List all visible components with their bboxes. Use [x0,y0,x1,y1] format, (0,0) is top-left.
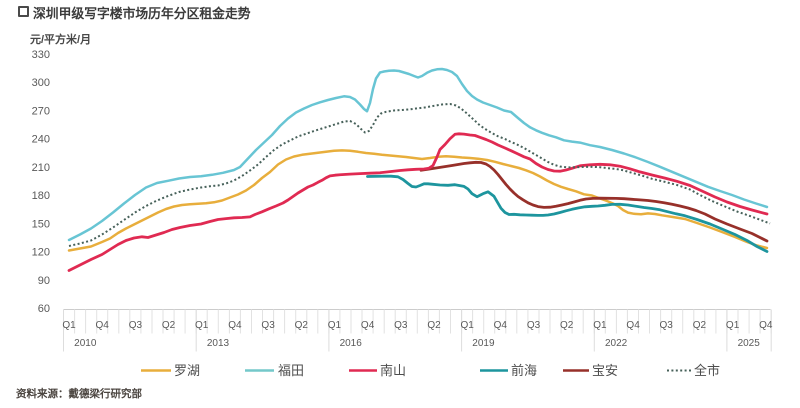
svg-text:Q4: Q4 [759,320,773,331]
svg-text:60: 60 [38,303,50,315]
svg-text:全市: 全市 [694,363,720,378]
svg-text:2010: 2010 [74,338,97,349]
svg-text:Q3: Q3 [527,320,541,331]
svg-text:Q1: Q1 [195,320,209,331]
svg-text:Q4: Q4 [96,320,110,331]
svg-text:Q2: Q2 [162,320,176,331]
svg-text:Q1: Q1 [328,320,342,331]
svg-text:120: 120 [32,247,50,259]
svg-text:Q2: Q2 [560,320,574,331]
svg-text:330: 330 [32,49,50,61]
svg-text:Q1: Q1 [461,320,475,331]
svg-text:2022: 2022 [605,338,628,349]
svg-text:Q2: Q2 [693,320,707,331]
svg-text:宝安: 宝安 [592,363,618,378]
svg-text:罗湖: 罗湖 [174,363,200,378]
svg-text:Q2: Q2 [427,320,441,331]
svg-text:Q4: Q4 [626,320,640,331]
svg-text:Q3: Q3 [129,320,143,331]
svg-text:90: 90 [38,275,50,287]
svg-text:Q3: Q3 [394,320,408,331]
svg-text:福田: 福田 [278,363,304,378]
svg-text:Q4: Q4 [228,320,242,331]
svg-text:Q4: Q4 [494,320,508,331]
svg-text:Q4: Q4 [361,320,375,331]
svg-text:Q2: Q2 [295,320,309,331]
svg-text:南山: 南山 [380,363,406,378]
svg-text:300: 300 [32,77,50,89]
svg-text:Q3: Q3 [261,320,275,331]
svg-text:270: 270 [32,105,50,117]
svg-text:2016: 2016 [340,338,363,349]
svg-text:180: 180 [32,190,50,202]
svg-text:2019: 2019 [472,338,495,349]
svg-text:2025: 2025 [738,338,761,349]
svg-text:Q1: Q1 [593,320,607,331]
svg-text:150: 150 [32,218,50,230]
svg-text:Q1: Q1 [726,320,740,331]
svg-text:前海: 前海 [511,363,537,378]
svg-text:240: 240 [32,134,50,146]
svg-text:Q3: Q3 [660,320,674,331]
svg-text:210: 210 [32,162,50,174]
svg-text:Q1: Q1 [62,320,76,331]
svg-text:2013: 2013 [207,338,230,349]
